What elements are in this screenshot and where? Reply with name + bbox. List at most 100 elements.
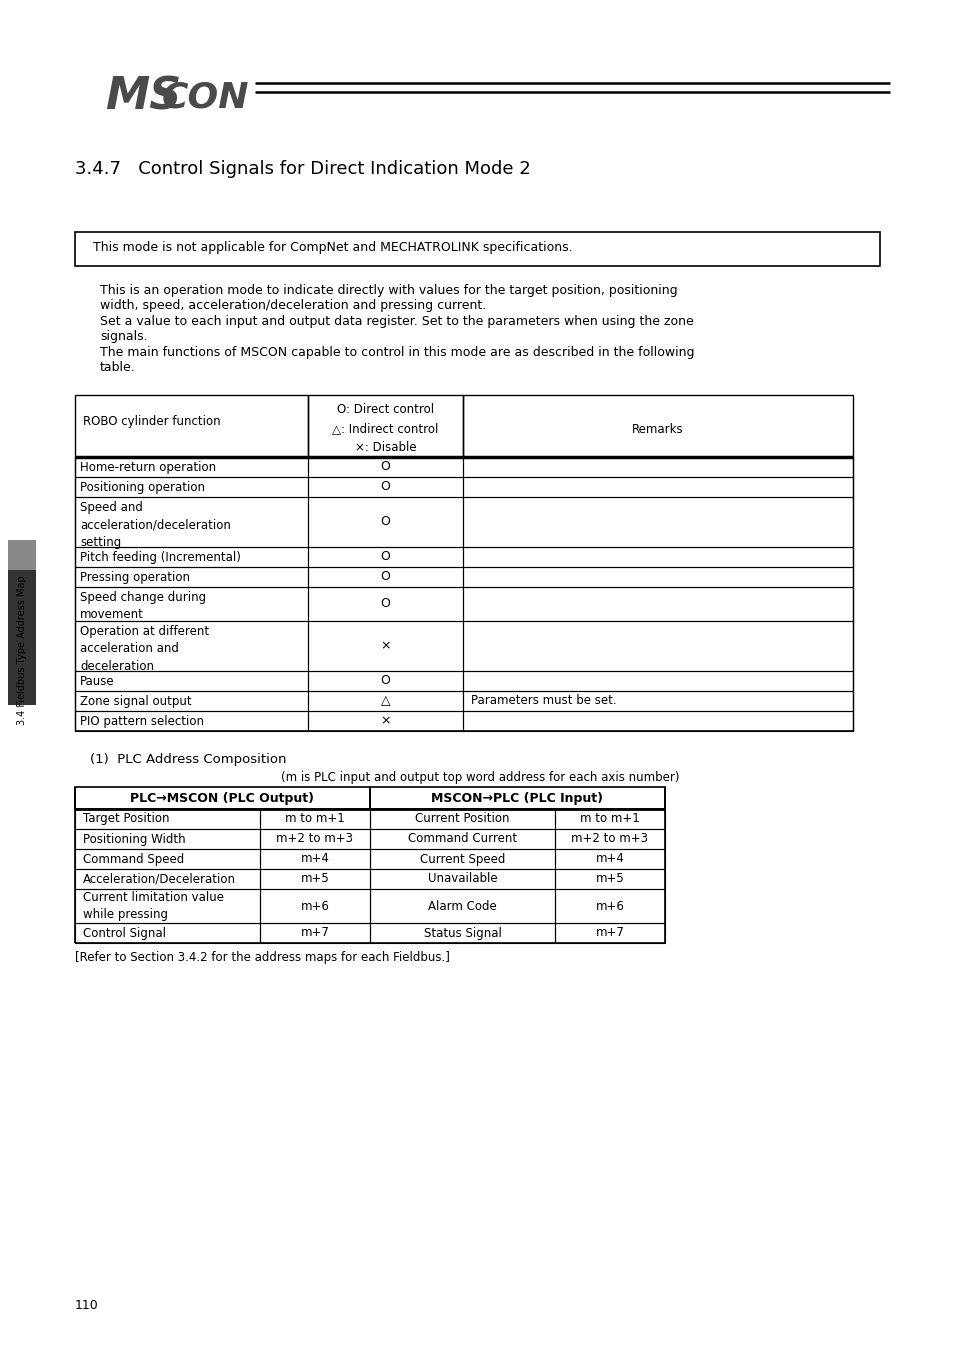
Bar	[555, 829, 664, 849]
Text: The main functions of MSCON capable to control in this mode are as described in : The main functions of MSCON capable to c…	[100, 346, 694, 359]
Bar	[462, 458, 852, 477]
Text: MSCON→PLC (PLC Input): MSCON→PLC (PLC Input)	[431, 792, 603, 805]
Text: This is an operation mode to indicate directly with values for the target positi: This is an operation mode to indicate di…	[100, 284, 677, 297]
Text: 3.4 Fieldbus Type Address Map: 3.4 Fieldbus Type Address Map	[17, 575, 27, 725]
Bar	[462, 587, 852, 621]
Bar	[462, 477, 852, 497]
Text: Alarm Code: Alarm Code	[428, 899, 497, 913]
Text: m to m+1: m to m+1	[285, 813, 345, 825]
Text: Current Speed: Current Speed	[419, 852, 505, 865]
Text: m+7: m+7	[300, 926, 329, 940]
Text: Positioning Width: Positioning Width	[83, 833, 186, 845]
Text: m+2 to m+3: m+2 to m+3	[276, 833, 354, 845]
Bar	[462, 691, 852, 711]
Bar	[370, 869, 555, 890]
Bar	[75, 869, 260, 890]
Text: O: O	[380, 460, 390, 474]
Bar	[260, 849, 370, 869]
Text: Parameters must be set.: Parameters must be set.	[471, 694, 616, 707]
Text: O: O	[380, 571, 390, 583]
Bar	[75, 671, 308, 691]
Text: m+6: m+6	[595, 899, 624, 913]
Text: Current Position: Current Position	[415, 813, 509, 825]
Bar	[75, 458, 308, 477]
Text: m+4: m+4	[300, 852, 329, 865]
Text: CON: CON	[162, 80, 250, 113]
Bar	[462, 497, 852, 547]
Text: Command Speed: Command Speed	[83, 852, 184, 865]
Text: PLC→MSCON (PLC Output): PLC→MSCON (PLC Output)	[131, 792, 314, 805]
Text: 110: 110	[75, 1299, 99, 1312]
Bar	[462, 567, 852, 587]
Bar	[308, 396, 462, 458]
Bar	[462, 396, 852, 458]
Bar	[370, 923, 555, 944]
Text: Status Signal: Status Signal	[423, 926, 501, 940]
Bar	[555, 849, 664, 869]
Text: △: △	[380, 694, 390, 707]
Bar	[308, 477, 462, 497]
Bar	[260, 923, 370, 944]
Bar	[260, 890, 370, 923]
Text: m+6: m+6	[300, 899, 329, 913]
Bar	[308, 671, 462, 691]
Bar	[75, 547, 308, 567]
Bar	[555, 923, 664, 944]
Bar	[8, 540, 36, 570]
Text: O: Direct control
△: Indirect control
×: Disable: O: Direct control △: Indirect control ×:…	[332, 404, 438, 454]
Bar	[308, 621, 462, 671]
Text: m to m+1: m to m+1	[579, 813, 639, 825]
Bar	[75, 567, 308, 587]
Bar	[462, 547, 852, 567]
Text: Pause: Pause	[80, 675, 114, 688]
Text: m+5: m+5	[300, 872, 329, 886]
Bar	[308, 691, 462, 711]
Bar	[75, 396, 308, 458]
Text: O: O	[380, 598, 390, 610]
Bar	[260, 809, 370, 829]
Text: m+5: m+5	[595, 872, 623, 886]
Text: Current limitation value
while pressing: Current limitation value while pressing	[83, 891, 224, 921]
Bar	[75, 809, 260, 829]
Bar	[75, 849, 260, 869]
Bar	[555, 809, 664, 829]
Bar	[462, 671, 852, 691]
Text: Operation at different
acceleration and
deceleration: Operation at different acceleration and …	[80, 625, 209, 674]
Bar	[308, 458, 462, 477]
Text: O: O	[380, 481, 390, 494]
Text: Speed change during
movement: Speed change during movement	[80, 591, 206, 621]
Text: table.: table.	[100, 362, 135, 374]
Bar	[75, 711, 308, 730]
Bar	[75, 497, 308, 547]
Text: m+7: m+7	[595, 926, 624, 940]
Bar	[8, 570, 36, 705]
Bar	[555, 890, 664, 923]
Bar	[370, 787, 664, 809]
Text: Target Position: Target Position	[83, 813, 170, 825]
Text: Unavailable: Unavailable	[427, 872, 497, 886]
Text: O: O	[380, 551, 390, 563]
Text: ×: ×	[380, 640, 391, 652]
Text: Home-return operation: Home-return operation	[80, 460, 216, 474]
Text: This mode is not applicable for CompNet and MECHATROLINK specifications.: This mode is not applicable for CompNet …	[92, 242, 572, 254]
Bar	[370, 829, 555, 849]
Bar	[75, 587, 308, 621]
Bar	[370, 809, 555, 829]
Text: PIO pattern selection: PIO pattern selection	[80, 716, 204, 728]
Text: O: O	[380, 516, 390, 528]
Text: Pitch feeding (Incremental): Pitch feeding (Incremental)	[80, 551, 240, 564]
Bar	[75, 923, 260, 944]
Bar	[75, 890, 260, 923]
Text: Control Signal: Control Signal	[83, 926, 166, 940]
Bar	[75, 829, 260, 849]
Text: 3.4.7   Control Signals for Direct Indication Mode 2: 3.4.7 Control Signals for Direct Indicat…	[75, 161, 530, 178]
Bar	[308, 711, 462, 730]
Text: Remarks: Remarks	[632, 423, 683, 436]
Text: width, speed, acceleration/deceleration and pressing current.: width, speed, acceleration/deceleration …	[100, 300, 486, 312]
Bar	[308, 497, 462, 547]
Bar	[75, 787, 370, 809]
Bar	[462, 711, 852, 730]
Text: [Refer to Section 3.4.2 for the address maps for each Fieldbus.]: [Refer to Section 3.4.2 for the address …	[75, 950, 450, 964]
Bar	[75, 232, 879, 266]
Text: ×: ×	[380, 714, 391, 728]
